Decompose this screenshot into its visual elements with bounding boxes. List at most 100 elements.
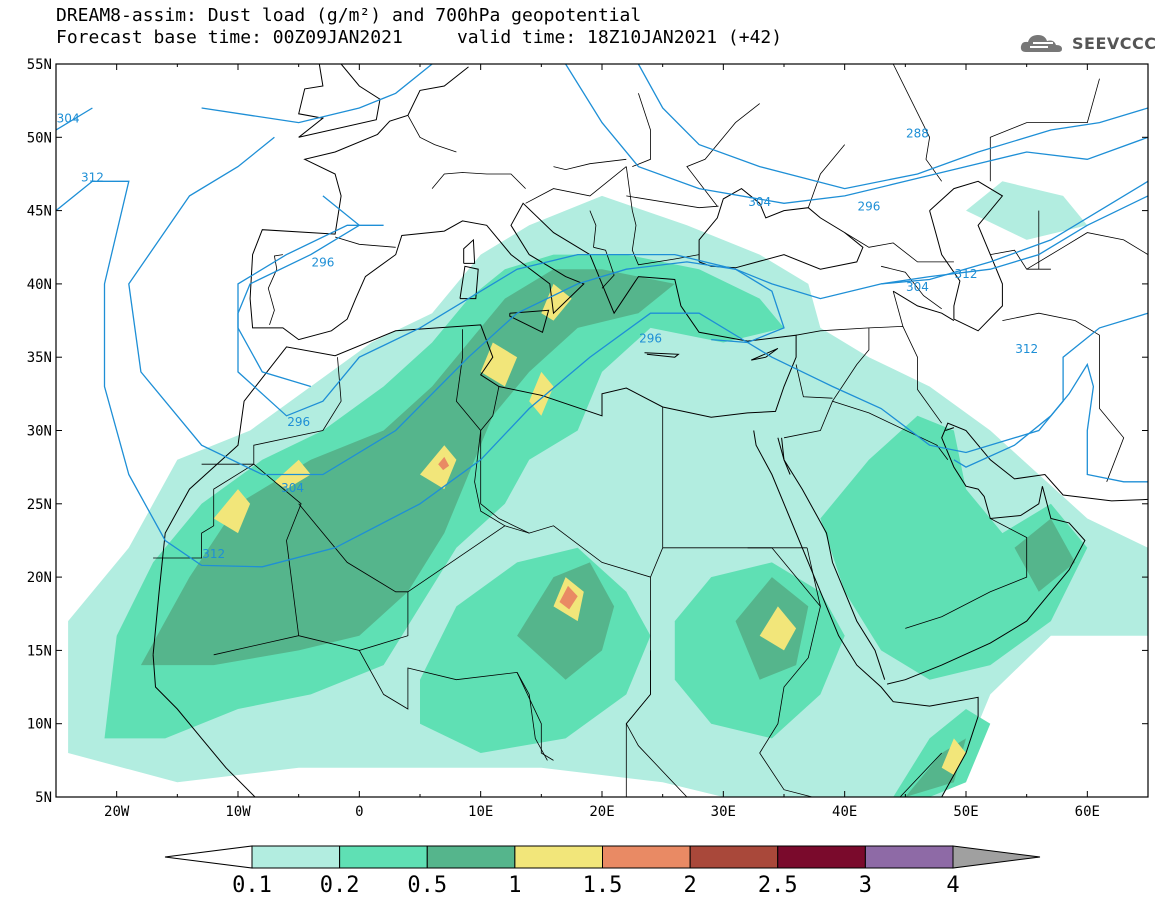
title-line-2: Forecast base time: 00Z09JAN2021 valid t… (56, 27, 783, 48)
colorbar-label: 2.5 (758, 873, 798, 898)
colorbar-label: 1.5 (583, 873, 623, 898)
border-20 (626, 195, 719, 209)
coastline-6 (698, 187, 864, 270)
colorbar-label: 0.1 (232, 873, 272, 898)
dust-0.5-arabia (1014, 518, 1076, 592)
border-2 (153, 463, 255, 559)
coastline-3 (777, 437, 886, 680)
contour-label: 312 (202, 547, 225, 561)
contour-304-nw (56, 107, 93, 131)
border-17 (832, 327, 870, 402)
coastline-11 (463, 238, 476, 264)
lat-label: 5N (35, 790, 52, 806)
dust-1-d (480, 342, 518, 387)
lon-label: 50E (953, 804, 978, 820)
coastline-16 (945, 427, 955, 431)
colorbar-label: 1 (508, 873, 521, 898)
border-24 (589, 210, 597, 248)
dust-0.2-arabia (820, 415, 1088, 680)
border-23 (593, 246, 615, 289)
contour-label: 296 (857, 200, 880, 214)
colorbar-label: 0.5 (407, 873, 447, 898)
border-33 (844, 232, 954, 263)
border-12 (358, 650, 554, 761)
coastline-1 (152, 654, 256, 797)
lon-label: 20E (589, 804, 614, 820)
contour-312-west (56, 180, 1148, 568)
border-31 (686, 103, 760, 207)
contour-312-inner (128, 136, 785, 476)
dust-0.5-sahel (517, 562, 615, 680)
cloud-icon (1020, 35, 1062, 52)
contour-296-north (201, 64, 433, 124)
border-21 (525, 166, 627, 204)
dust-0.1-east (966, 181, 1088, 240)
colorbar-box (251, 845, 341, 869)
dust-1-c (420, 445, 457, 490)
lat-label: 30N (27, 424, 52, 440)
dust-1.5-a (559, 585, 578, 610)
contour-label: 296 (311, 255, 334, 269)
colorbar-over-triangle (952, 845, 1041, 869)
lat-label: 50N (27, 130, 52, 146)
dust-0.5-band (140, 269, 675, 666)
border-10 (759, 547, 942, 797)
borders (153, 64, 1148, 797)
contour-label: 304 (281, 481, 304, 495)
border-28 (431, 172, 526, 189)
lon-label: 10W (225, 804, 251, 820)
lon-label: 10E (468, 804, 493, 820)
colorbar-box (426, 845, 516, 869)
colorbar-under-triangle (164, 845, 253, 869)
border-0 (201, 357, 342, 465)
contour-288-ne (637, 64, 1148, 190)
border-6 (480, 386, 530, 534)
border-36 (1002, 312, 1125, 482)
lon-label: 60E (1075, 804, 1100, 820)
logo-text: SEEVCCC (1072, 33, 1157, 53)
colorbar-label: 2 (684, 873, 697, 898)
border-37 (892, 64, 943, 182)
coastline-14 (750, 347, 779, 361)
coastline-8 (298, 64, 381, 138)
contour-label: 296 (287, 415, 310, 429)
lon-label: 20W (104, 804, 130, 820)
border-27 (267, 254, 283, 326)
contour-label: 304 (906, 280, 929, 294)
border-29 (407, 115, 457, 153)
border-11 (747, 547, 821, 607)
lat-label: 40N (27, 277, 52, 293)
contour-label: 288 (906, 126, 929, 140)
dust-1.5-b (438, 456, 450, 471)
border-18 (905, 518, 1028, 629)
contour-label: 312 (1015, 342, 1038, 356)
coastline-5 (781, 437, 791, 475)
border-30 (632, 93, 651, 167)
lat-label: 45N (27, 204, 52, 220)
lat-label: 15N (27, 643, 52, 659)
coastline-0 (152, 66, 797, 655)
coastline-10 (459, 265, 479, 300)
dust-1-e (529, 371, 554, 416)
border-26 (334, 236, 396, 248)
coastline-2 (753, 430, 979, 797)
seevccc-logo: SEEVCCC (1018, 30, 1157, 56)
contour-label: 312 (955, 267, 978, 281)
contour-label: 312 (81, 170, 104, 184)
coastline-9 (298, 64, 325, 138)
lon-label: 40E (832, 804, 857, 820)
border-22 (625, 166, 700, 266)
lat-label: 10N (27, 717, 52, 733)
colorbar-box (339, 845, 428, 869)
colorbar-label: 4 (946, 873, 959, 898)
lat-label: 35N (27, 350, 52, 366)
lon-label: 0 (355, 804, 363, 820)
border-16 (795, 364, 833, 399)
border-32 (807, 144, 846, 208)
coastline-13 (644, 352, 680, 358)
coastline-12 (509, 309, 550, 334)
title-line-1: DREAM8-assim: Dust load (g/m²) and 700hP… (56, 5, 642, 26)
dust-1-i (941, 738, 966, 775)
contour-312-east (953, 362, 1148, 483)
